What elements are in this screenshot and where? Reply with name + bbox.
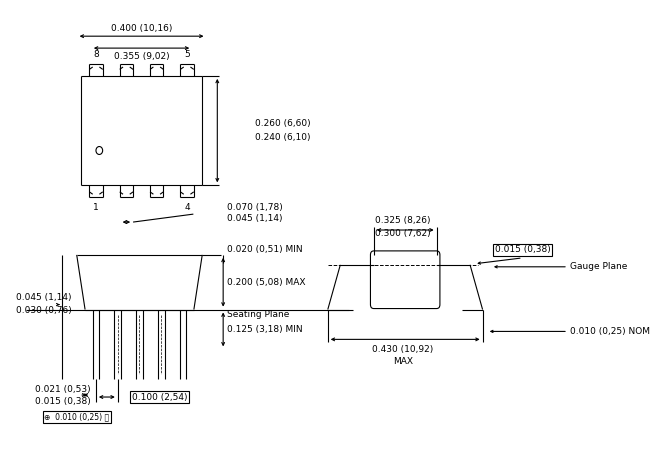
Text: 0.030 (0,76): 0.030 (0,76) bbox=[16, 306, 72, 315]
Text: 0.200 (5,08) MAX: 0.200 (5,08) MAX bbox=[227, 278, 306, 287]
Text: Seating Plane: Seating Plane bbox=[227, 310, 290, 319]
Text: 0.100 (2,54): 0.100 (2,54) bbox=[132, 393, 187, 402]
Text: 0.020 (0,51) MIN: 0.020 (0,51) MIN bbox=[227, 245, 303, 255]
Text: 5: 5 bbox=[184, 50, 190, 58]
Text: 0.045 (1,14): 0.045 (1,14) bbox=[227, 213, 282, 223]
Text: 0.430 (10,92): 0.430 (10,92) bbox=[372, 345, 434, 354]
Text: 0.300 (7,62): 0.300 (7,62) bbox=[375, 228, 431, 237]
Text: Gauge Plane: Gauge Plane bbox=[571, 262, 628, 271]
FancyBboxPatch shape bbox=[370, 251, 440, 308]
Text: ⊕  0.010 (0,25) Ⓜ: ⊕ 0.010 (0,25) Ⓜ bbox=[44, 412, 109, 421]
Text: 0.400 (10,16): 0.400 (10,16) bbox=[111, 24, 172, 33]
Text: 0.070 (1,78): 0.070 (1,78) bbox=[227, 203, 283, 212]
Text: 0.240 (6,10): 0.240 (6,10) bbox=[255, 133, 311, 142]
Text: 0.355 (9,02): 0.355 (9,02) bbox=[114, 51, 170, 60]
Text: 0.260 (6,60): 0.260 (6,60) bbox=[255, 119, 311, 128]
Text: 0.015 (0,38): 0.015 (0,38) bbox=[35, 396, 90, 405]
Text: 1: 1 bbox=[93, 203, 99, 212]
Text: 0.015 (0,38): 0.015 (0,38) bbox=[495, 245, 551, 255]
Text: 0.325 (8,26): 0.325 (8,26) bbox=[375, 216, 431, 225]
Text: 0.021 (0,53): 0.021 (0,53) bbox=[35, 385, 90, 394]
Text: 0.125 (3,18) MIN: 0.125 (3,18) MIN bbox=[227, 325, 303, 334]
Text: 0.010 (0,25) NOM: 0.010 (0,25) NOM bbox=[571, 327, 650, 336]
Text: 8: 8 bbox=[93, 50, 99, 58]
Text: MAX: MAX bbox=[393, 357, 413, 366]
Text: 4: 4 bbox=[184, 203, 190, 212]
Text: 0.045 (1,14): 0.045 (1,14) bbox=[16, 293, 72, 302]
